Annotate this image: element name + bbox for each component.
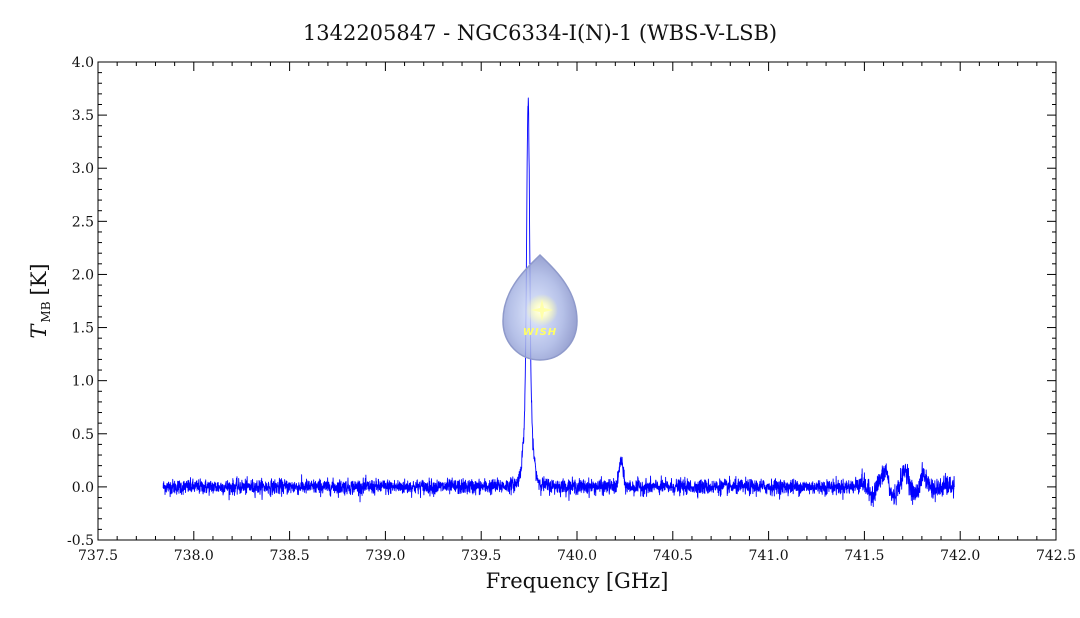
y-tick-label: 1.5 xyxy=(72,321,94,337)
x-axis-label: Frequency [GHz] xyxy=(486,569,669,593)
y-tick-label: 3.5 xyxy=(72,108,94,124)
x-tick-label: 740.5 xyxy=(653,548,693,564)
x-tick-label: 741.0 xyxy=(749,548,789,564)
y-axis-label: TMB [K] xyxy=(27,263,53,338)
y-axis-symbol: T xyxy=(27,323,51,339)
star-icon xyxy=(531,299,553,321)
spectrum-line xyxy=(162,97,955,508)
y-tick-label: -0.5 xyxy=(67,533,94,549)
x-tick-label: 742.0 xyxy=(940,548,980,564)
y-tick-label: 0.5 xyxy=(72,427,94,443)
y-axis-subscript: MB xyxy=(39,301,53,322)
x-tick-label: 740.0 xyxy=(557,548,597,564)
x-tick-label: 741.5 xyxy=(844,548,884,564)
logo-text: WISH xyxy=(523,327,557,338)
x-tick-label: 738.0 xyxy=(174,548,214,564)
chart-title: 1342205847 - NGC6334-I(N)-1 (WBS-V-LSB) xyxy=(303,21,777,45)
x-tick-label: 739.0 xyxy=(365,548,405,564)
x-tick-label: 742.5 xyxy=(1036,548,1076,564)
plot-area: 737.5 738.0 738.5 739.0 739.5 740.0 740.5 741.0… xyxy=(67,55,1076,564)
y-tick-label: 2.5 xyxy=(72,214,94,230)
wish-logo: WISH xyxy=(502,253,578,361)
y-tick-label: 1.0 xyxy=(72,374,94,390)
y-tick-label: 2.0 xyxy=(72,267,94,283)
y-tick-label: 3.0 xyxy=(72,161,94,177)
x-tick-label: 737.5 xyxy=(78,548,118,564)
y-axis-unit: [K] xyxy=(27,263,51,295)
x-tick-label: 738.5 xyxy=(270,548,310,564)
x-tick-label: 739.5 xyxy=(461,548,501,564)
y-tick-label: 4.0 xyxy=(72,55,94,71)
plot-frame xyxy=(97,61,1057,541)
y-tick-label: 0.0 xyxy=(72,480,94,496)
